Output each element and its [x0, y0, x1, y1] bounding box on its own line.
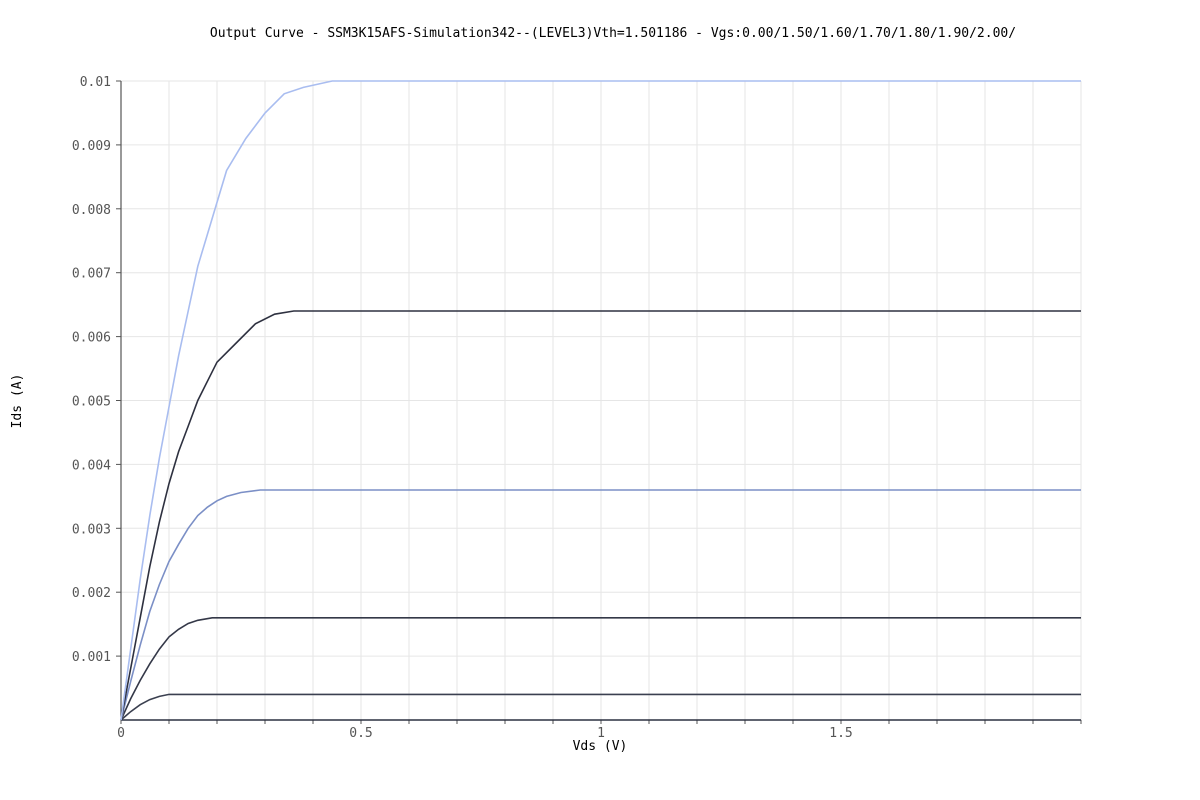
y-tick-label: 0.002	[72, 586, 111, 601]
y-axis-label: Ids (A)	[10, 374, 25, 429]
tick-labels: 0.001 0.002 0.003 0.004 0.005 0.006 0.007 0.008…	[72, 75, 853, 741]
series-group	[120, 80, 1081, 721]
y-tick-label: 0.001	[72, 650, 111, 665]
y-tick-label: 0.009	[72, 139, 111, 154]
series-line-1	[120, 693, 1081, 721]
y-tick-label: 0.006	[72, 331, 111, 346]
grid	[121, 80, 1082, 720]
x-axis-label: Vds (V)	[573, 739, 628, 754]
series-line-4	[120, 310, 1081, 721]
axes	[116, 80, 1082, 724]
x-tick-label: 1.5	[829, 726, 852, 741]
y-tick-label: 0.005	[72, 395, 111, 410]
y-tick-label: 0.003	[72, 522, 111, 537]
chart-title: Output Curve - SSM3K15AFS-Simulation342-…	[210, 26, 1016, 41]
x-tick-label: 1	[597, 726, 605, 741]
x-tick-label: 0.5	[349, 726, 372, 741]
series-line-2	[120, 617, 1081, 721]
series-line-5	[120, 80, 1081, 721]
y-tick-label: 0.007	[72, 267, 111, 282]
y-tick-label: 0.01	[80, 75, 111, 90]
y-tick-label: 0.008	[72, 203, 111, 218]
series-line-3	[120, 489, 1081, 721]
x-tick-label: 0	[117, 726, 125, 741]
y-tick-label: 0.004	[72, 458, 111, 473]
